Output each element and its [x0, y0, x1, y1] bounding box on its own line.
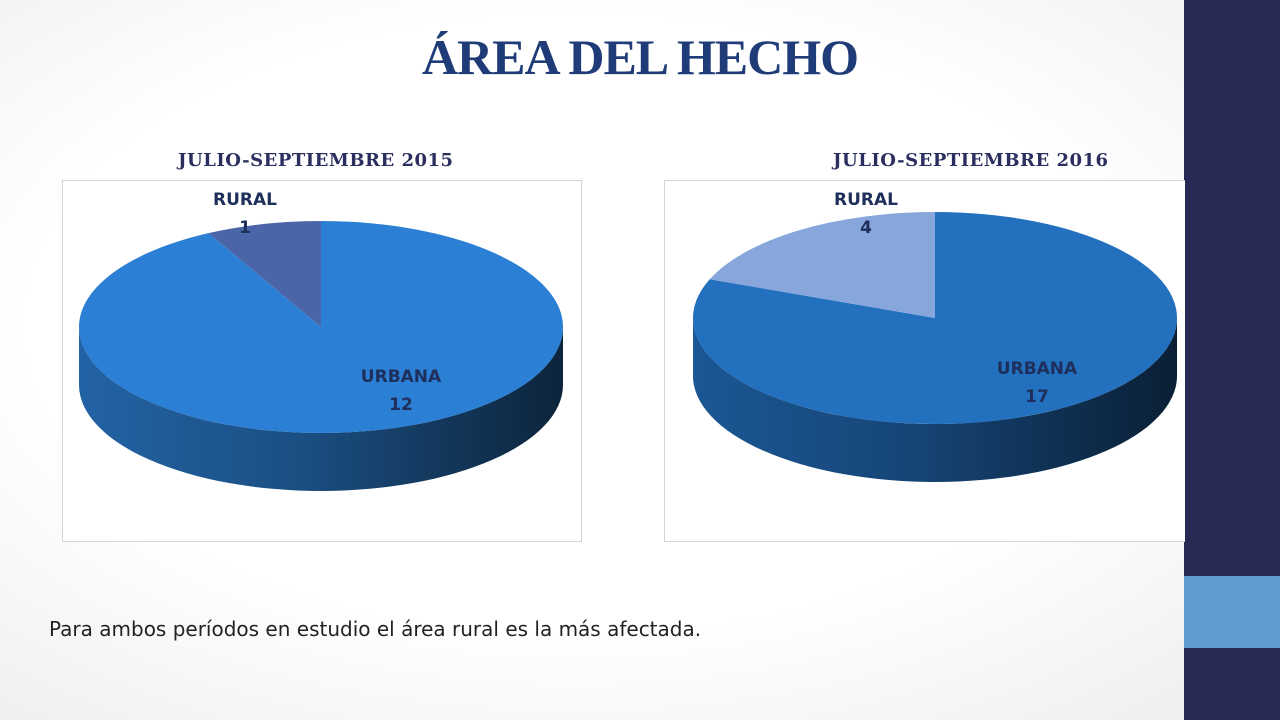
footnote: Para ambos períodos en estudio el área r… [49, 617, 702, 641]
chart-1-pie: URBANA 12 RURAL 1 [78, 190, 563, 491]
chart-1-pie-side [79, 327, 563, 491]
chart-1-label-urbana: URBANA [361, 367, 442, 387]
page-title: ÁREA DEL HECHO [421, 29, 859, 85]
chart-2-label-urbana: URBANA [997, 359, 1078, 379]
chart-1-value-rural: 1 [239, 218, 251, 238]
chart-2-pie-side [693, 318, 1177, 482]
chart-1-slice-rural [208, 221, 321, 327]
chart-2-label-rural: RURAL [834, 190, 898, 210]
chart-1-title: JULIO-SEPTIEMBRE 2015 [178, 150, 454, 171]
chart-2-pie: URBANA 17 RURAL 4 [693, 190, 1177, 482]
chart-2-slice-rural [709, 212, 935, 318]
chart-1-slice-urbana [78, 221, 563, 433]
chart-1-frame: URBANA 12 RURAL 1 [62, 180, 582, 542]
chart-1-label-rural: RURAL [213, 190, 277, 210]
chart-2-value-rural: 4 [860, 218, 872, 238]
sidebar-accent-block [1184, 576, 1280, 648]
chart-1-value-urbana: 12 [389, 395, 413, 415]
chart-2-title: JULIO-SEPTIEMBRE 2016 [833, 150, 1109, 171]
chart-2-value-urbana: 17 [1025, 387, 1049, 407]
chart-2-frame: URBANA 17 RURAL 4 [664, 180, 1185, 542]
